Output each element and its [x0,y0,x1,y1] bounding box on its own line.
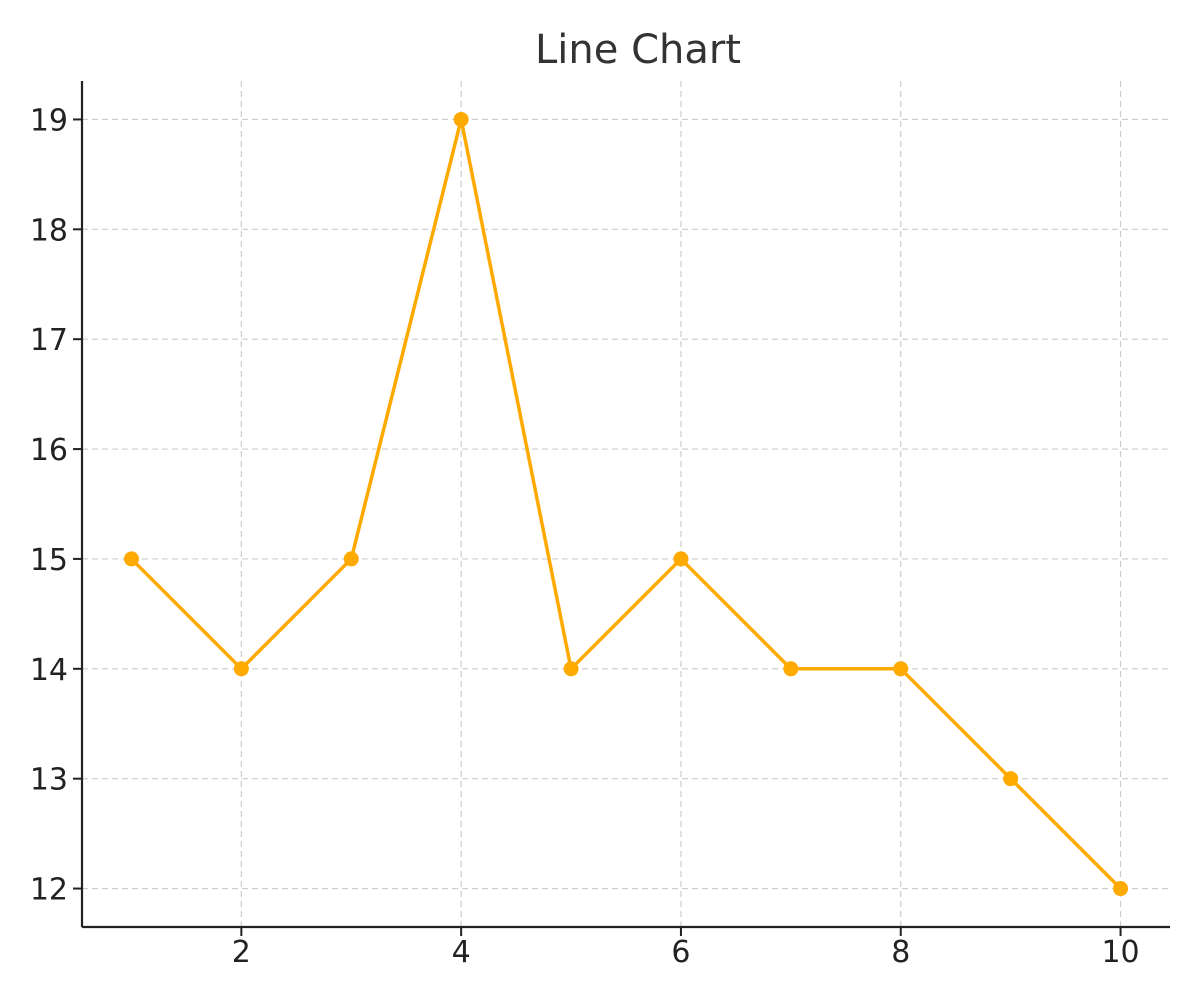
x-tick-label: 10 [1101,935,1139,970]
data-point [563,661,579,677]
data-point [783,661,799,677]
x-tick-label: 4 [452,935,471,970]
y-tick-label: 15 [30,543,68,578]
ticks: 2 4 6 8 10 12 13 14 15 16 17 18 19 [30,103,1140,970]
data-point [1113,881,1129,897]
y-tick-label: 18 [30,213,68,248]
data-point [343,551,359,567]
data-point [673,551,689,567]
data-point [453,111,469,127]
y-tick-label: 17 [30,323,68,358]
x-tick-label: 8 [891,935,910,970]
y-tick-label: 19 [30,103,68,138]
data-point [233,661,249,677]
data-point [123,551,139,567]
data-point [1003,771,1019,787]
x-tick-label: 6 [671,935,690,970]
series [123,111,1129,897]
axes [80,81,1170,929]
chart-title: Line Chart [535,27,741,73]
data-point [893,661,909,677]
y-tick-label: 14 [30,653,68,688]
y-tick-label: 12 [30,873,68,908]
y-tick-label: 16 [30,433,68,468]
series-line [130,117,1122,890]
y-tick-label: 13 [30,763,68,798]
x-tick-label: 2 [232,935,251,970]
grid [82,81,1170,927]
